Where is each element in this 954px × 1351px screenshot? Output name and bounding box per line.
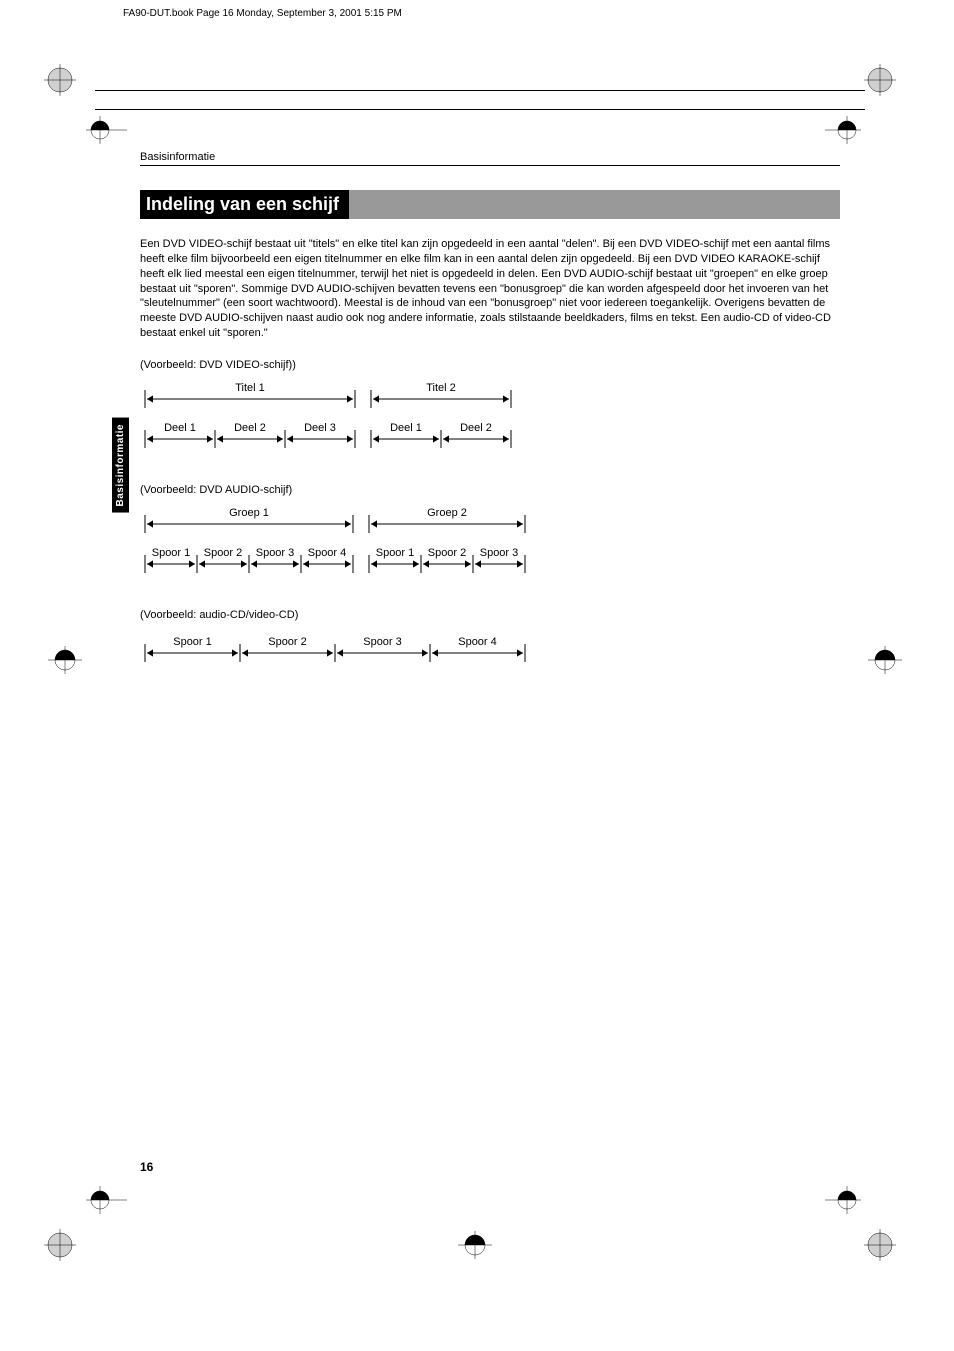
example-label-2: (Voorbeeld: DVD AUDIO-schijf): [140, 484, 840, 496]
svg-text:Spoor 1: Spoor 1: [376, 547, 415, 559]
svg-text:Titel 1: Titel 1: [235, 382, 265, 394]
svg-text:Spoor 1: Spoor 1: [173, 636, 212, 648]
svg-text:Deel 2: Deel 2: [234, 422, 266, 434]
svg-text:Deel 2: Deel 2: [460, 422, 492, 434]
crop-mark-mr: [860, 640, 920, 700]
diagram-dvd-video: Titel 1 Deel 1 Deel 2 Deel 3 Titel 2 Deel 1 De…: [140, 379, 840, 466]
diagram-dvd-audio: Groep 1 Spoor 1 Spoor 2 Spoor 3 Spoor 4 Groep…: [140, 504, 840, 591]
register-bl: [82, 1182, 142, 1242]
svg-text:Groep 2: Groep 2: [427, 507, 467, 519]
crop-mark-mb: [450, 1225, 510, 1285]
svg-text:Spoor 2: Spoor 2: [268, 636, 307, 648]
svg-text:Spoor 3: Spoor 3: [480, 547, 519, 559]
side-tab: Basisinformatie: [112, 418, 129, 513]
svg-text:Deel 1: Deel 1: [390, 422, 422, 434]
svg-text:Spoor 3: Spoor 3: [363, 636, 402, 648]
svg-text:Spoor 2: Spoor 2: [204, 547, 243, 559]
page-title: Indeling van een schijf: [140, 190, 349, 219]
register-tl: [82, 112, 142, 172]
svg-text:Titel 2: Titel 2: [426, 382, 456, 394]
example-label-3: (Voorbeeld: audio-CD/video-CD): [140, 609, 840, 621]
book-header: FA90-DUT.book Page 16 Monday, September …: [123, 8, 823, 29]
svg-text:Deel 3: Deel 3: [304, 422, 336, 434]
title-bar: Indeling van een schijf: [140, 190, 840, 219]
svg-text:Spoor 3: Spoor 3: [256, 547, 295, 559]
crop-mark-tl: [40, 60, 100, 120]
svg-text:Spoor 1: Spoor 1: [152, 547, 191, 559]
crop-mark-ml: [40, 640, 100, 700]
example-label-1: (Voorbeeld: DVD VIDEO-schijf)): [140, 359, 840, 371]
svg-text:Spoor 2: Spoor 2: [428, 547, 467, 559]
svg-text:Deel 1: Deel 1: [164, 422, 196, 434]
diagram-audio-cd: Spoor 1 Spoor 2 Spoor 3 Spoor 4: [140, 629, 840, 674]
svg-text:Groep 1: Groep 1: [229, 507, 269, 519]
body-paragraph: Een DVD VIDEO-schijf bestaat uit "titels…: [140, 237, 840, 341]
page-number: 16: [140, 1160, 153, 1174]
register-br: [825, 1182, 885, 1242]
crop-mark-tr: [860, 60, 920, 120]
svg-text:Spoor 4: Spoor 4: [458, 636, 497, 648]
section-label: Basisinformatie: [140, 151, 840, 166]
svg-text:Spoor 4: Spoor 4: [308, 547, 347, 559]
